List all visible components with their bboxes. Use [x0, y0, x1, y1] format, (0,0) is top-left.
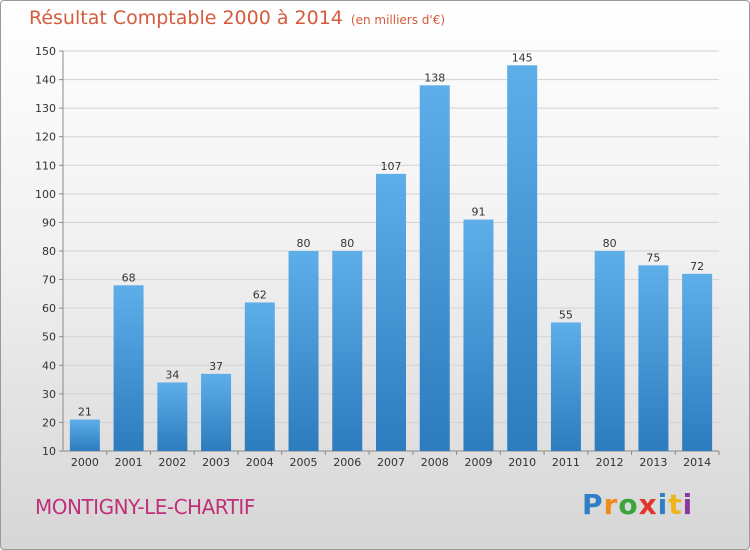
bar-2008 [419, 85, 450, 452]
bar-2011 [550, 322, 581, 451]
y-tick-label: 80 [42, 245, 56, 258]
value-label: 91 [471, 206, 485, 219]
bar-2007 [376, 173, 406, 451]
x-tick-label: 2003 [202, 456, 230, 469]
chart-title: Résultat Comptable 2000 à 2014 [29, 7, 343, 29]
value-label: 72 [690, 260, 704, 273]
logo-letter: P [582, 488, 604, 521]
x-tick-label: 2009 [464, 456, 492, 469]
logo-letter: o [618, 488, 639, 521]
value-label: 21 [78, 406, 92, 419]
bar-2006 [332, 251, 363, 451]
x-tick-label: 2007 [377, 456, 405, 469]
y-tick-label: 70 [42, 274, 56, 287]
x-tick-label: 2001 [115, 456, 143, 469]
y-tick-label: 120 [35, 131, 56, 144]
logo-letter: r [603, 488, 619, 521]
y-tick-label: 100 [35, 188, 56, 201]
value-labels: 21 68 34 37 62 80 80 107 138 91 145 55 80 75 72 [78, 51, 704, 418]
value-label: 34 [165, 368, 179, 381]
x-tick-labels: 2000 2001 2002 2003 2004 2005 2006 2007 2008 2009… [71, 456, 711, 469]
y-tick-label: 130 [35, 102, 56, 115]
value-label: 145 [512, 51, 533, 64]
value-label: 62 [253, 288, 267, 301]
value-label: 37 [209, 360, 223, 373]
bar-2000 [69, 419, 100, 451]
bar-2003 [201, 373, 232, 451]
y-tick-label: 150 [35, 45, 56, 58]
x-tick-label: 2002 [158, 456, 186, 469]
logo-letter: x [638, 488, 658, 521]
bar-2001 [113, 285, 144, 451]
title-row: Résultat Comptable 2000 à 2014 (en millie… [29, 7, 445, 29]
x-tick-label: 2010 [508, 456, 536, 469]
proxiti-logo: Proxiti [582, 488, 693, 521]
y-tick-labels: 10 20 30 40 50 60 70 80 90 100 110 120 130 140 150 [35, 45, 56, 458]
value-label: 107 [381, 160, 402, 173]
x-tick-label: 2000 [71, 456, 99, 469]
value-label: 75 [646, 251, 660, 264]
y-tick-label: 90 [42, 216, 56, 229]
bars [69, 65, 713, 452]
bar-2004 [244, 302, 275, 451]
x-tick-label: 2012 [596, 456, 624, 469]
x-tick-label: 2014 [683, 456, 711, 469]
value-label: 138 [424, 71, 445, 84]
value-label: 80 [297, 237, 311, 250]
x-tick-label: 2005 [290, 456, 318, 469]
bar-2002 [157, 382, 188, 451]
bar-2005 [288, 251, 319, 451]
x-tick-label: 2008 [421, 456, 449, 469]
bar-2009 [463, 219, 494, 451]
y-tick-label: 10 [42, 445, 56, 458]
x-tick-label: 2011 [552, 456, 580, 469]
bar-2010 [507, 65, 538, 452]
y-tick-label: 110 [35, 159, 56, 172]
value-label: 68 [122, 271, 136, 284]
logo-letter: t [668, 488, 683, 521]
value-label: 80 [603, 237, 617, 250]
logo-letter: i [657, 488, 669, 521]
x-tick-label: 2013 [639, 456, 667, 469]
y-tick-label: 30 [42, 388, 56, 401]
chart-subtitle: (en milliers d'€) [350, 13, 446, 27]
logo-letter: i [682, 488, 694, 521]
y-tick-label: 50 [42, 331, 56, 344]
x-tick-label: 2004 [246, 456, 274, 469]
bar-2013 [638, 265, 669, 451]
value-label: 55 [559, 308, 573, 321]
y-tick-label: 140 [35, 74, 56, 87]
bar-2012 [594, 251, 625, 451]
y-tick-label: 60 [42, 302, 56, 315]
x-tick-label: 2006 [333, 456, 361, 469]
bar-2014 [682, 273, 713, 451]
y-tick-label: 40 [42, 359, 56, 372]
y-tick-label: 20 [42, 416, 56, 429]
value-label: 80 [340, 237, 354, 250]
commune-name: MONTIGNY-LE-CHARTIF [35, 495, 255, 519]
